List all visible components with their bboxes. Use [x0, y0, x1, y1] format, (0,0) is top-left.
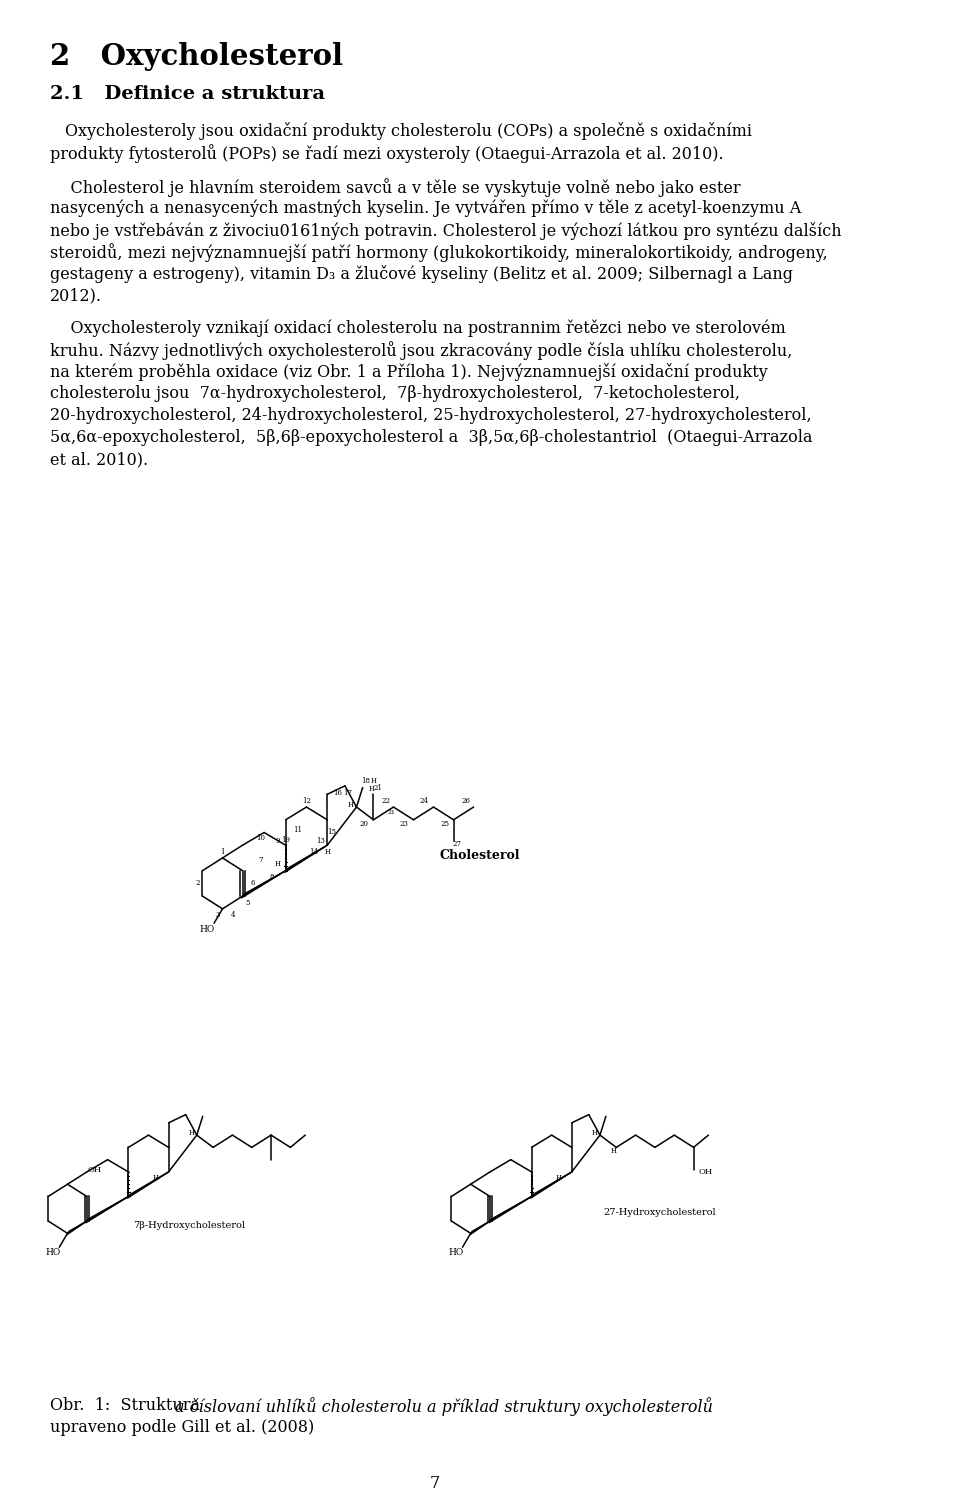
Text: H: H — [591, 1128, 598, 1137]
Text: gestageny a estrogeny), vitamin D₃ a žlučové kyseliny (Belitz et al. 2009; Silbe: gestageny a estrogeny), vitamin D₃ a žlu… — [50, 265, 793, 283]
Text: Cholesterol: Cholesterol — [440, 848, 520, 862]
Text: 22: 22 — [381, 797, 391, 805]
Text: 9: 9 — [276, 836, 280, 845]
Text: 2   Oxycholesterol: 2 Oxycholesterol — [50, 42, 343, 70]
Text: 4: 4 — [231, 911, 235, 919]
Text: H: H — [153, 1174, 159, 1182]
Text: 1: 1 — [220, 848, 225, 856]
Text: HO: HO — [200, 925, 215, 934]
Text: 16: 16 — [333, 788, 342, 797]
Text: 15: 15 — [327, 829, 336, 836]
Text: 21: 21 — [387, 811, 396, 815]
Polygon shape — [85, 1195, 129, 1224]
Text: 11: 11 — [293, 826, 301, 833]
Text: 13: 13 — [316, 836, 324, 845]
Text: 14: 14 — [310, 848, 319, 856]
Text: produkty fytosterolů (POPs) se řadí mezi oxysteroly (Otaegui-Arrazola et al. 201: produkty fytosterolů (POPs) se řadí mezi… — [50, 144, 724, 163]
Text: HO: HO — [45, 1249, 60, 1258]
Text: 23: 23 — [399, 820, 409, 827]
Text: 2: 2 — [196, 880, 200, 887]
Text: Cholesterol je hlavním steroidem savců a v těle se vyskytuje volně nebo jako est: Cholesterol je hlavním steroidem savců a… — [50, 178, 740, 196]
Text: 2.1   Definice a struktura: 2.1 Definice a struktura — [50, 85, 324, 103]
Text: kruhu. Názvy jednotlivých oxycholesterolů jsou zkracovány podle čísla uhlíku cho: kruhu. Názvy jednotlivých oxycholesterol… — [50, 341, 792, 361]
Text: Obr.  1:  Struktura: Obr. 1: Struktura — [50, 1397, 204, 1414]
Text: 5: 5 — [245, 899, 250, 907]
Polygon shape — [66, 1221, 87, 1236]
Text: 3: 3 — [216, 911, 220, 919]
Text: HO: HO — [448, 1249, 464, 1258]
Text: OH: OH — [698, 1168, 712, 1176]
Text: 7β-Hydroxycholesterol: 7β-Hydroxycholesterol — [133, 1221, 246, 1230]
Polygon shape — [242, 871, 286, 899]
Polygon shape — [531, 1171, 572, 1198]
Text: H: H — [348, 800, 354, 808]
Text: 12: 12 — [302, 797, 311, 805]
Polygon shape — [128, 1171, 169, 1198]
Text: 5α,6α-epoxycholesterol,  5β,6β-epoxycholesterol a  3β,5α,6β-cholestantriol  (Ota: 5α,6α-epoxycholesterol, 5β,6β-epoxychole… — [50, 429, 812, 446]
Text: H: H — [611, 1147, 616, 1155]
Text: H: H — [369, 785, 375, 793]
Text: H: H — [275, 860, 280, 868]
Text: 26: 26 — [462, 797, 470, 805]
Text: 17: 17 — [343, 788, 351, 797]
Text: ,: , — [655, 1397, 660, 1414]
Polygon shape — [489, 1195, 532, 1224]
Text: Oxycholesteroly jsou oxidační produkty cholesterolu (COPs) a společně s oxidační: Oxycholesteroly jsou oxidační produkty c… — [65, 121, 753, 139]
Text: 7: 7 — [258, 857, 262, 865]
Polygon shape — [284, 845, 327, 872]
Text: Oxycholesteroly vznikají oxidací cholesterolu na postrannim řetězci nebo ve ster: Oxycholesteroly vznikají oxidací cholest… — [50, 319, 785, 337]
Text: H: H — [556, 1174, 563, 1182]
Text: upraveno podle Gill et al. (2008): upraveno podle Gill et al. (2008) — [50, 1420, 314, 1436]
Text: 27: 27 — [452, 839, 461, 848]
Text: H: H — [371, 776, 376, 785]
Text: 27-Hydroxycholesterol: 27-Hydroxycholesterol — [603, 1209, 716, 1218]
Text: nebo je vstřebáván z živociu0161ných potravin. Cholesterol je výchozí látkou pro: nebo je vstřebáván z živociu0161ných pot… — [50, 221, 842, 239]
Text: H: H — [188, 1128, 195, 1137]
Text: 20: 20 — [360, 820, 369, 827]
Text: 24: 24 — [420, 797, 429, 805]
Text: 6: 6 — [251, 880, 254, 887]
Polygon shape — [469, 1221, 491, 1236]
Text: 18: 18 — [361, 776, 371, 785]
Text: a číslovaní uhlíků cholesterolu a příklad struktury oxycholesterolů: a číslovaní uhlíků cholesterolu a příkla… — [175, 1397, 712, 1417]
Text: cholesterolu jsou  7α-hydroxycholesterol,  7β-hydroxycholesterol,  7-ketocholest: cholesterolu jsou 7α-hydroxycholesterol,… — [50, 384, 740, 402]
Text: steroidů, mezi nejvýznamnuejší patří hormony (glukokortikoidy, mineralokortikoid: steroidů, mezi nejvýznamnuejší patří hor… — [50, 244, 828, 262]
Text: H: H — [324, 848, 330, 856]
Text: 10: 10 — [255, 835, 265, 842]
Text: 25: 25 — [441, 820, 449, 827]
Text: 7: 7 — [430, 1475, 440, 1492]
Text: OH: OH — [87, 1167, 102, 1174]
Text: 8: 8 — [270, 874, 274, 881]
Text: 2012).: 2012). — [50, 287, 102, 304]
Text: et al. 2010).: et al. 2010). — [50, 452, 148, 468]
Text: nasycených a nenasycených mastných kyselin. Je vytvářen přímo v těle z acetyl-ko: nasycených a nenasycených mastných kysel… — [50, 199, 801, 217]
Text: 20-hydroxycholesterol, 24-hydroxycholesterol, 25-hydroxycholesterol, 27-hydroxyc: 20-hydroxycholesterol, 24-hydroxycholest… — [50, 407, 811, 425]
Text: na kterém proběhla oxidace (viz Obr. 1 a Příloha 1). Nejvýznamnuejší oxidační pr: na kterém proběhla oxidace (viz Obr. 1 a… — [50, 364, 768, 381]
Text: 21: 21 — [373, 784, 383, 791]
Text: 19: 19 — [281, 836, 290, 844]
